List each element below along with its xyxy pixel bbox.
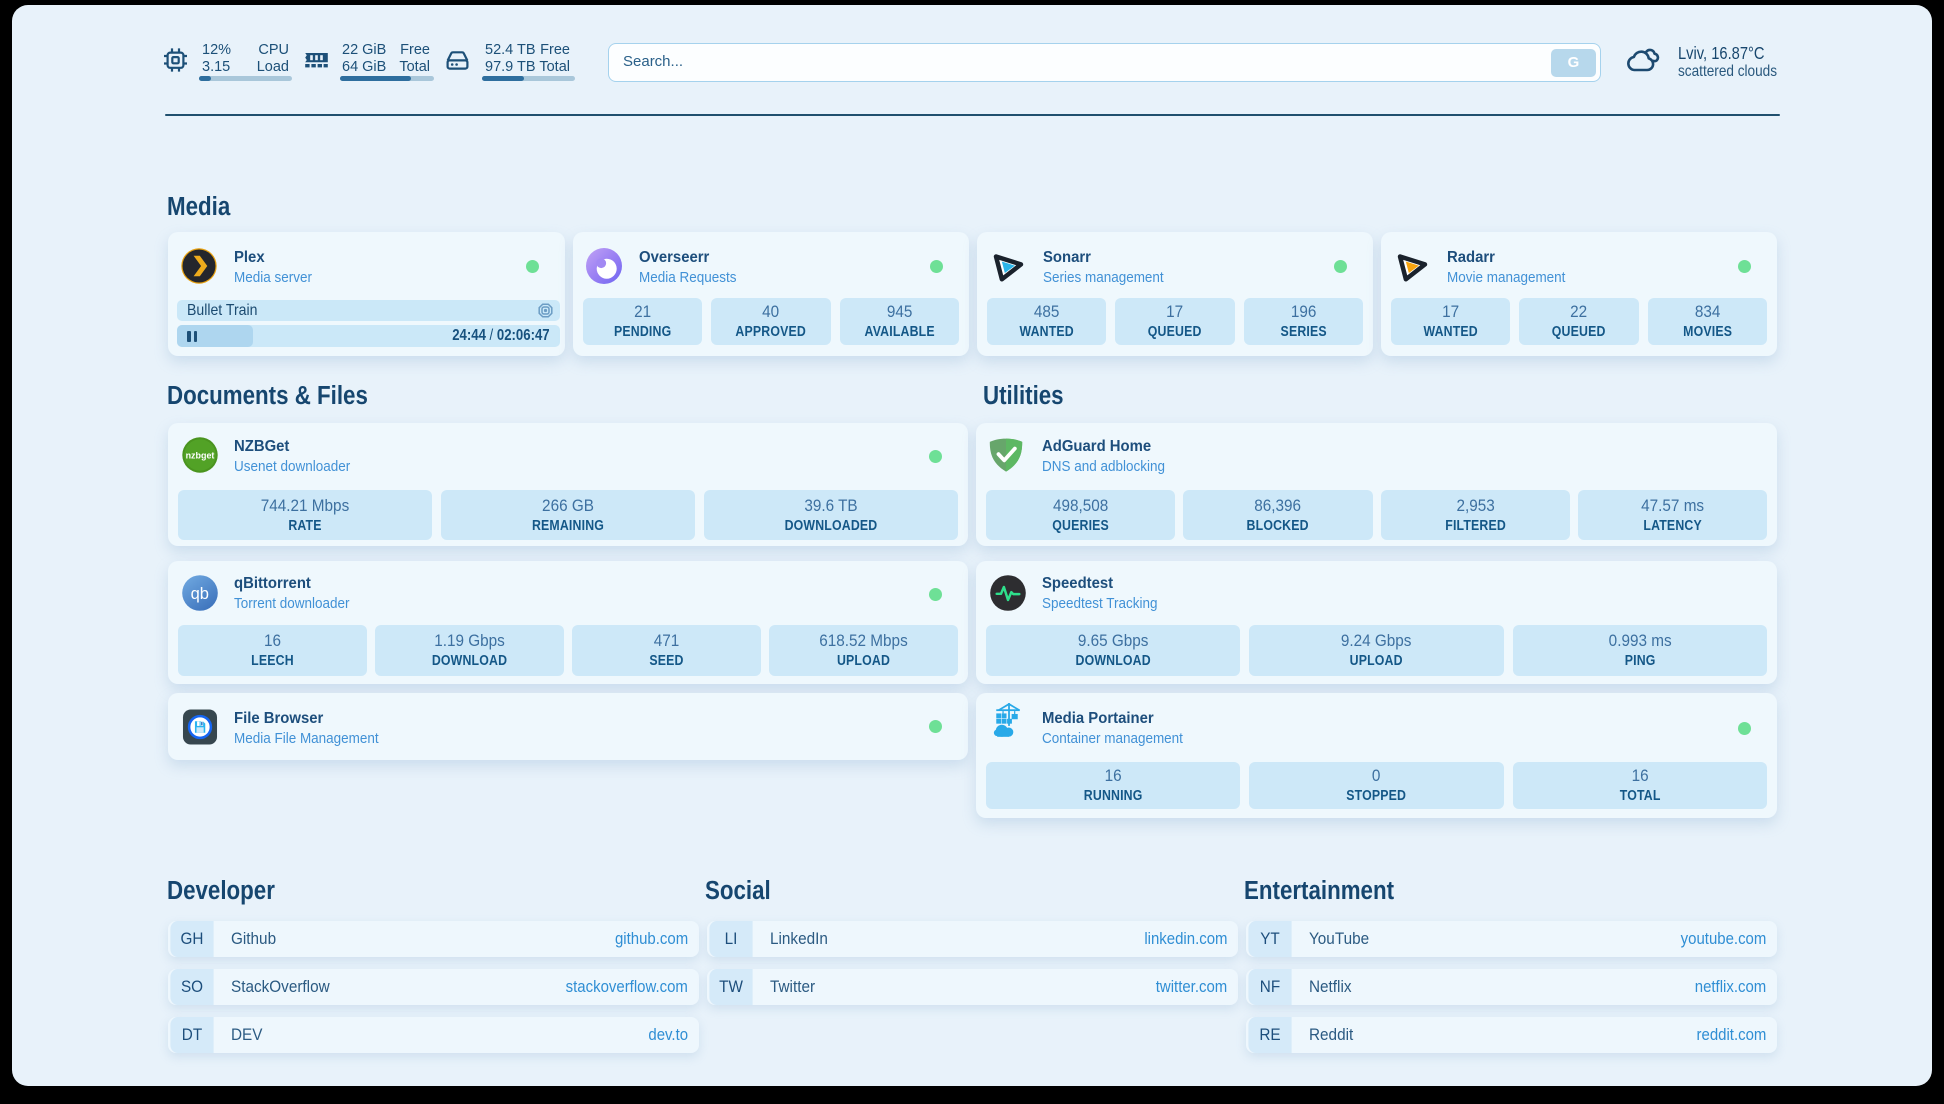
svg-text:qb: qb [191, 585, 209, 603]
svg-text:nzbget: nzbget [186, 450, 215, 460]
